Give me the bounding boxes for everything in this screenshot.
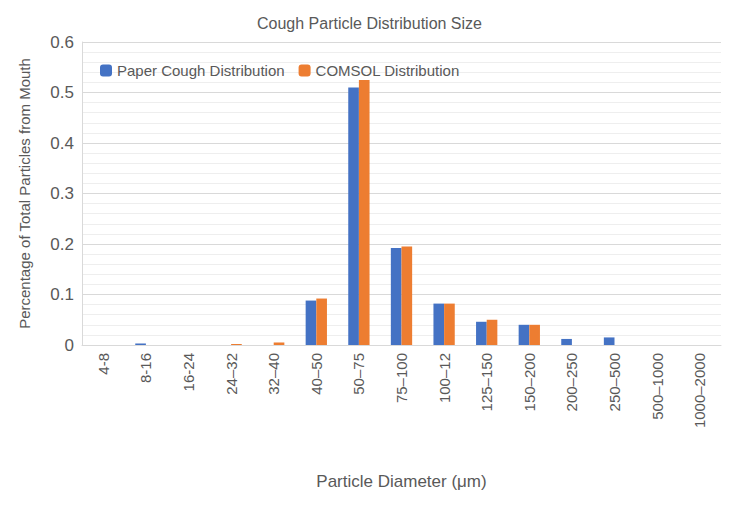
svg-text:Paper Cough Distribution: Paper Cough Distribution [117,62,285,79]
svg-text:150–200: 150–200 [521,353,538,411]
svg-text:Particle Diameter (μm): Particle Diameter (μm) [316,472,486,491]
svg-text:0.1: 0.1 [50,285,74,304]
svg-text:1000–2000: 1000–2000 [691,353,708,428]
svg-text:0.3: 0.3 [50,184,74,203]
svg-text:4-8: 4-8 [95,353,112,375]
svg-text:250–500: 250–500 [606,353,623,411]
svg-text:0: 0 [65,336,74,355]
svg-text:Percentage of Total Particles: Percentage of Total Particles from Mouth [16,58,33,329]
svg-text:0.4: 0.4 [50,134,74,153]
svg-text:32–40: 32–40 [265,353,282,395]
svg-text:0.6: 0.6 [50,33,74,52]
svg-text:8-16: 8-16 [137,353,154,383]
svg-text:40–50: 40–50 [308,353,325,395]
svg-text:500–1000: 500–1000 [649,353,666,420]
svg-text:50–75: 50–75 [350,353,367,395]
svg-text:125–150: 125–150 [478,353,495,411]
svg-text:200–250: 200–250 [563,353,580,411]
svg-text:16-24: 16-24 [180,353,197,391]
svg-text:24–32: 24–32 [223,353,240,395]
svg-text:0.2: 0.2 [50,235,74,254]
svg-text:100–12: 100–12 [436,353,453,403]
svg-text:Cough Particle Distribution Si: Cough Particle Distribution Size [257,15,482,32]
svg-text:0.5: 0.5 [50,83,74,102]
svg-text:COMSOL Distribution: COMSOL Distribution [316,62,460,79]
svg-text:75–100: 75–100 [393,353,410,403]
